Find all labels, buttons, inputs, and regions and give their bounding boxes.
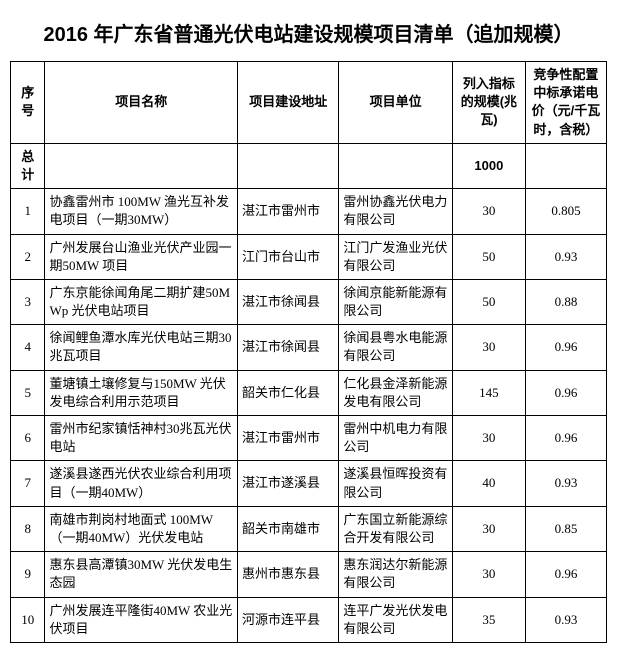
total-empty [525,143,606,188]
header-price: 竞争性配置中标承诺电价（元/千瓦时，含税） [525,62,606,144]
total-empty [45,143,238,188]
cell-price: 0.85 [525,506,606,551]
cell-scale: 30 [452,325,525,370]
cell-unit: 徐闻县粤水电能源有限公司 [339,325,453,370]
cell-unit: 徐闻京能新能源有限公司 [339,279,453,324]
cell-loc: 湛江市雷州市 [238,416,339,461]
cell-name: 徐闻鲤鱼潭水库光伏电站三期30兆瓦项目 [45,325,238,370]
cell-idx: 7 [11,461,45,506]
cell-unit: 连平广发光伏发电有限公司 [339,597,453,642]
header-name: 项目名称 [45,62,238,144]
cell-idx: 4 [11,325,45,370]
cell-idx: 6 [11,416,45,461]
cell-loc: 湛江市徐闻县 [238,279,339,324]
cell-loc: 河源市连平县 [238,597,339,642]
cell-name: 雷州市纪家镇恬神村30兆瓦光伏电站 [45,416,238,461]
cell-name: 广州发展连平隆街40MW 农业光伏项目 [45,597,238,642]
cell-price: 0.805 [525,189,606,234]
cell-loc: 江门市台山市 [238,234,339,279]
header-idx: 序号 [11,62,45,144]
cell-loc: 韶关市南雄市 [238,506,339,551]
cell-name: 协鑫雷州市 100MW 渔光互补发电项目（一期30MW） [45,189,238,234]
cell-loc: 韶关市仁化县 [238,370,339,415]
cell-idx: 9 [11,552,45,597]
cell-unit: 江门广发渔业光伏有限公司 [339,234,453,279]
header-loc: 项目建设地址 [238,62,339,144]
table-row: 5董塘镇土壤修复与150MW 光伏发电综合利用示范项目韶关市仁化县仁化县金泽新能… [11,370,607,415]
cell-loc: 湛江市徐闻县 [238,325,339,370]
cell-idx: 2 [11,234,45,279]
cell-name: 遂溪县遂西光伏农业综合利用项目（一期40MW） [45,461,238,506]
total-label: 总计 [11,143,45,188]
cell-scale: 30 [452,552,525,597]
total-empty [238,143,339,188]
project-table: 序号 项目名称 项目建设地址 项目单位 列入指标的规模(兆瓦) 竞争性配置中标承… [10,61,607,643]
cell-idx: 10 [11,597,45,642]
cell-loc: 湛江市遂溪县 [238,461,339,506]
cell-unit: 广东国立新能源综合开发有限公司 [339,506,453,551]
cell-idx: 3 [11,279,45,324]
page-title: 2016 年广东省普通光伏电站建设规模项目清单（追加规模） [10,18,607,47]
cell-unit: 遂溪县恒晖投资有限公司 [339,461,453,506]
cell-scale: 50 [452,234,525,279]
cell-unit: 雷州中机电力有限公司 [339,416,453,461]
table-row: 1协鑫雷州市 100MW 渔光互补发电项目（一期30MW）湛江市雷州市雷州协鑫光… [11,189,607,234]
cell-scale: 145 [452,370,525,415]
total-scale: 1000 [452,143,525,188]
cell-price: 0.93 [525,461,606,506]
cell-loc: 湛江市雷州市 [238,189,339,234]
header-unit: 项目单位 [339,62,453,144]
table-row: 7遂溪县遂西光伏农业综合利用项目（一期40MW）湛江市遂溪县遂溪县恒晖投资有限公… [11,461,607,506]
cell-scale: 30 [452,416,525,461]
header-scale: 列入指标的规模(兆瓦) [452,62,525,144]
cell-name: 广东京能徐闻角尾二期扩建50MWp 光伏电站项目 [45,279,238,324]
table-row: 3广东京能徐闻角尾二期扩建50MWp 光伏电站项目湛江市徐闻县徐闻京能新能源有限… [11,279,607,324]
cell-scale: 40 [452,461,525,506]
cell-name: 董塘镇土壤修复与150MW 光伏发电综合利用示范项目 [45,370,238,415]
total-empty [339,143,453,188]
cell-price: 0.88 [525,279,606,324]
table-row: 8南雄市荆岗村地面式 100MW（一期40MW）光伏发电站韶关市南雄市广东国立新… [11,506,607,551]
table-row: 6雷州市纪家镇恬神村30兆瓦光伏电站湛江市雷州市雷州中机电力有限公司300.96 [11,416,607,461]
cell-price: 0.96 [525,552,606,597]
total-row: 总计 1000 [11,143,607,188]
cell-unit: 仁化县金泽新能源发电有限公司 [339,370,453,415]
table-row: 2广州发展台山渔业光伏产业园一期50MW 项目江门市台山市江门广发渔业光伏有限公… [11,234,607,279]
table-row: 4徐闻鲤鱼潭水库光伏电站三期30兆瓦项目湛江市徐闻县徐闻县粤水电能源有限公司30… [11,325,607,370]
cell-scale: 30 [452,506,525,551]
cell-price: 0.93 [525,597,606,642]
cell-idx: 5 [11,370,45,415]
cell-loc: 惠州市惠东县 [238,552,339,597]
table-row: 10广州发展连平隆街40MW 农业光伏项目河源市连平县连平广发光伏发电有限公司3… [11,597,607,642]
cell-price: 0.96 [525,416,606,461]
cell-name: 南雄市荆岗村地面式 100MW（一期40MW）光伏发电站 [45,506,238,551]
cell-price: 0.96 [525,370,606,415]
cell-scale: 35 [452,597,525,642]
cell-scale: 50 [452,279,525,324]
cell-price: 0.93 [525,234,606,279]
cell-idx: 1 [11,189,45,234]
cell-idx: 8 [11,506,45,551]
cell-name: 广州发展台山渔业光伏产业园一期50MW 项目 [45,234,238,279]
cell-scale: 30 [452,189,525,234]
header-row: 序号 项目名称 项目建设地址 项目单位 列入指标的规模(兆瓦) 竞争性配置中标承… [11,62,607,144]
cell-unit: 雷州协鑫光伏电力有限公司 [339,189,453,234]
cell-unit: 惠东润达尔新能源有限公司 [339,552,453,597]
table-row: 9惠东县高潭镇30MW 光伏发电生态园惠州市惠东县惠东润达尔新能源有限公司300… [11,552,607,597]
cell-name: 惠东县高潭镇30MW 光伏发电生态园 [45,552,238,597]
cell-price: 0.96 [525,325,606,370]
